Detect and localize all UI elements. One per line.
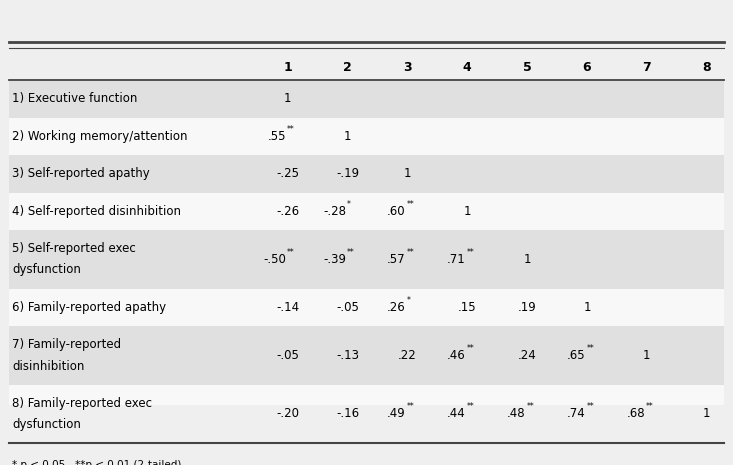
Text: -.05: -.05: [276, 349, 299, 362]
Bar: [9, 326, 724, 385]
Text: .71: .71: [447, 253, 465, 266]
Text: .24: .24: [517, 349, 537, 362]
Text: .68: .68: [627, 407, 645, 420]
Text: 2: 2: [343, 61, 352, 74]
Text: 1: 1: [523, 253, 531, 266]
Text: **: **: [586, 344, 594, 353]
Bar: [9, 80, 724, 118]
Text: -.50: -.50: [263, 253, 286, 266]
Text: .26: .26: [387, 301, 406, 314]
Text: .55: .55: [268, 130, 286, 143]
Text: 7) Family-reported: 7) Family-reported: [12, 339, 122, 352]
Text: -.14: -.14: [276, 301, 299, 314]
Text: disinhibition: disinhibition: [12, 359, 85, 372]
Text: 1) Executive function: 1) Executive function: [12, 93, 138, 106]
Text: **: **: [466, 402, 474, 411]
Text: **: **: [526, 402, 534, 411]
Text: -.13: -.13: [336, 349, 359, 362]
Text: 8: 8: [702, 61, 711, 74]
Text: *: *: [407, 296, 410, 305]
Text: -.39: -.39: [323, 253, 346, 266]
Text: 2) Working memory/attention: 2) Working memory/attention: [12, 130, 188, 143]
Text: **: **: [287, 125, 295, 133]
Text: .46: .46: [447, 349, 465, 362]
Text: .15: .15: [458, 301, 476, 314]
Text: .74: .74: [567, 407, 586, 420]
Bar: [9, 118, 724, 155]
Bar: [9, 230, 724, 289]
Bar: [9, 155, 724, 193]
Text: -.25: -.25: [276, 167, 299, 180]
Text: 7: 7: [642, 61, 651, 74]
Text: .49: .49: [387, 407, 406, 420]
Text: 1: 1: [463, 205, 471, 218]
Text: .48: .48: [507, 407, 526, 420]
Text: .19: .19: [517, 301, 537, 314]
Text: 1: 1: [283, 61, 292, 74]
Text: 4) Self-reported disinhibition: 4) Self-reported disinhibition: [12, 205, 181, 218]
Text: 3: 3: [403, 61, 412, 74]
Text: 1: 1: [284, 93, 291, 106]
Text: 3) Self-reported apathy: 3) Self-reported apathy: [12, 167, 150, 180]
Text: * p < 0.05,  **p < 0.01 (2-tailed): * p < 0.05, **p < 0.01 (2-tailed): [12, 460, 182, 465]
Text: 4: 4: [463, 61, 471, 74]
Text: **: **: [347, 248, 355, 257]
Text: **: **: [466, 248, 474, 257]
Text: -.05: -.05: [336, 301, 359, 314]
Text: 1: 1: [344, 130, 351, 143]
Text: -.16: -.16: [336, 407, 359, 420]
Text: .44: .44: [447, 407, 465, 420]
Text: 5) Self-reported exec: 5) Self-reported exec: [12, 242, 136, 255]
Text: -.19: -.19: [336, 167, 359, 180]
Text: 1: 1: [404, 167, 411, 180]
Text: .65: .65: [567, 349, 586, 362]
Text: 5: 5: [523, 61, 531, 74]
Text: *: *: [347, 199, 350, 209]
Text: .22: .22: [398, 349, 416, 362]
Text: **: **: [586, 402, 594, 411]
Text: .60: .60: [387, 205, 406, 218]
Bar: [9, 385, 724, 443]
Text: **: **: [646, 402, 654, 411]
Bar: [9, 193, 724, 230]
Text: **: **: [287, 248, 295, 257]
Text: **: **: [407, 199, 414, 209]
Text: 1: 1: [583, 301, 591, 314]
Text: 1: 1: [643, 349, 651, 362]
Text: -.20: -.20: [276, 407, 299, 420]
Text: 1: 1: [703, 407, 710, 420]
Text: 8) Family-reported exec: 8) Family-reported exec: [12, 397, 152, 410]
Text: 6) Family-reported apathy: 6) Family-reported apathy: [12, 301, 166, 314]
Text: -.26: -.26: [276, 205, 299, 218]
Text: dysfunction: dysfunction: [12, 264, 81, 277]
Text: **: **: [466, 344, 474, 353]
Text: 6: 6: [583, 61, 592, 74]
Text: -.28: -.28: [323, 205, 346, 218]
Text: dysfunction: dysfunction: [12, 418, 81, 431]
Text: **: **: [407, 248, 414, 257]
Text: .57: .57: [387, 253, 406, 266]
Bar: [9, 289, 724, 326]
Text: **: **: [407, 402, 414, 411]
